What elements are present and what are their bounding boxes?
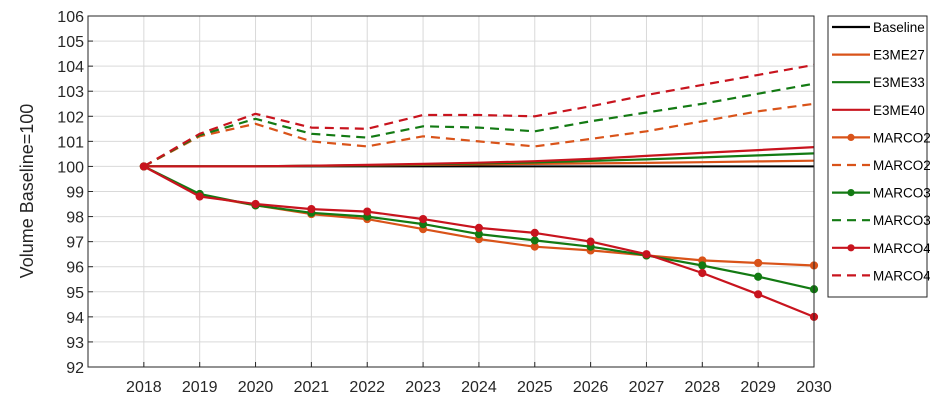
- x-tick-label: 2028: [685, 379, 721, 396]
- x-tick-label: 2025: [517, 379, 553, 396]
- data-point-marco40a: [698, 268, 707, 278]
- legend-label-e3me33: E3ME33: [873, 75, 925, 90]
- legend-label-marco40a: MARCO40a: [873, 241, 930, 256]
- y-tick-label: 104: [57, 59, 84, 76]
- data-point-marco33a: [698, 261, 707, 270]
- data-point-marco40a: [530, 228, 539, 237]
- legend-label-marco33b: MARCO33b: [873, 213, 930, 228]
- data-point-marco40a: [363, 207, 372, 216]
- x-tick-label: 2021: [294, 379, 330, 396]
- y-tick-label: 100: [57, 159, 84, 176]
- y-tick-label: 93: [66, 335, 84, 352]
- legend-label-e3me40: E3ME40: [873, 103, 925, 118]
- legend: Baseline E3ME27 E3ME33 E3ME40 MARCO27a MARCO2…: [827, 15, 930, 298]
- legend-label-marco27a: MARCO27a: [873, 130, 930, 145]
- x-tick-label: 2019: [182, 379, 218, 396]
- x-tick-label: 2024: [461, 379, 497, 396]
- series-line-marco33b: [143, 82, 815, 168]
- x-tick-label: 2020: [238, 379, 274, 396]
- y-tick-label: 101: [57, 134, 84, 151]
- x-tick-label: 2027: [629, 379, 665, 396]
- y-axis-label: Volume Baseline=100: [17, 104, 37, 279]
- data-point-marco40a: [642, 250, 651, 259]
- y-tick-label: 105: [57, 34, 84, 51]
- legend-label-marco27b: MARCO27b: [873, 158, 930, 173]
- x-tick-label: 2018: [126, 379, 162, 396]
- y-axis-ticks: 92 93 94 95 96 97 98 99 100 101 102 103 104 105 106: [57, 9, 93, 377]
- y-tick-label: 96: [66, 260, 84, 277]
- data-point-marco40a: [586, 237, 595, 246]
- x-tick-label: 2022: [349, 379, 385, 396]
- legend-label-marco33a: MARCO33a: [873, 186, 930, 201]
- series-line-marco40b: [143, 63, 815, 168]
- data-point-marco40a: [251, 199, 260, 209]
- y-tick-label: 103: [57, 84, 84, 101]
- legend-box: [827, 15, 928, 298]
- legend-marker-marco27a: [847, 133, 855, 141]
- series-line-marco27b: [143, 102, 815, 168]
- data-point-marco40a: [307, 204, 316, 214]
- data-point-marco40a: [474, 223, 484, 232]
- x-axis-ticks: 2018 2019 2020 2021 2022 2023 2024 2025 2026 2027…: [126, 362, 832, 396]
- y-tick-label: 95: [66, 285, 84, 302]
- x-tick-label: 2026: [573, 379, 609, 396]
- data-point-marco33a: [530, 236, 539, 245]
- legend-label-marco40b: MARCO40b: [873, 268, 930, 283]
- y-tick-label: 106: [57, 9, 84, 26]
- y-tick-label: 97: [66, 235, 84, 252]
- data-point-marco40a: [418, 214, 428, 224]
- series-layer: [139, 63, 819, 321]
- legend-label-e3me27: E3ME27: [873, 48, 925, 63]
- data-point-marco27a: [754, 258, 763, 268]
- data-point-marco40a: [195, 192, 204, 201]
- y-tick-label: 98: [66, 210, 84, 227]
- data-point-marco40a: [754, 290, 763, 299]
- legend-marker-marco33a: [847, 189, 855, 197]
- x-tick-label: 2023: [405, 379, 441, 396]
- series-line-e3me40: [143, 146, 815, 168]
- legend-label-baseline: Baseline: [873, 20, 925, 35]
- x-tick-label: 2029: [740, 379, 776, 396]
- data-point-marco33a: [754, 272, 763, 281]
- y-tick-label: 102: [57, 109, 84, 126]
- legend-marker-marco40a: [847, 244, 855, 252]
- y-tick-label: 94: [66, 310, 84, 327]
- y-tick-label: 99: [66, 185, 84, 202]
- x-tick-label: 2030: [796, 379, 832, 396]
- y-tick-label: 92: [66, 360, 84, 377]
